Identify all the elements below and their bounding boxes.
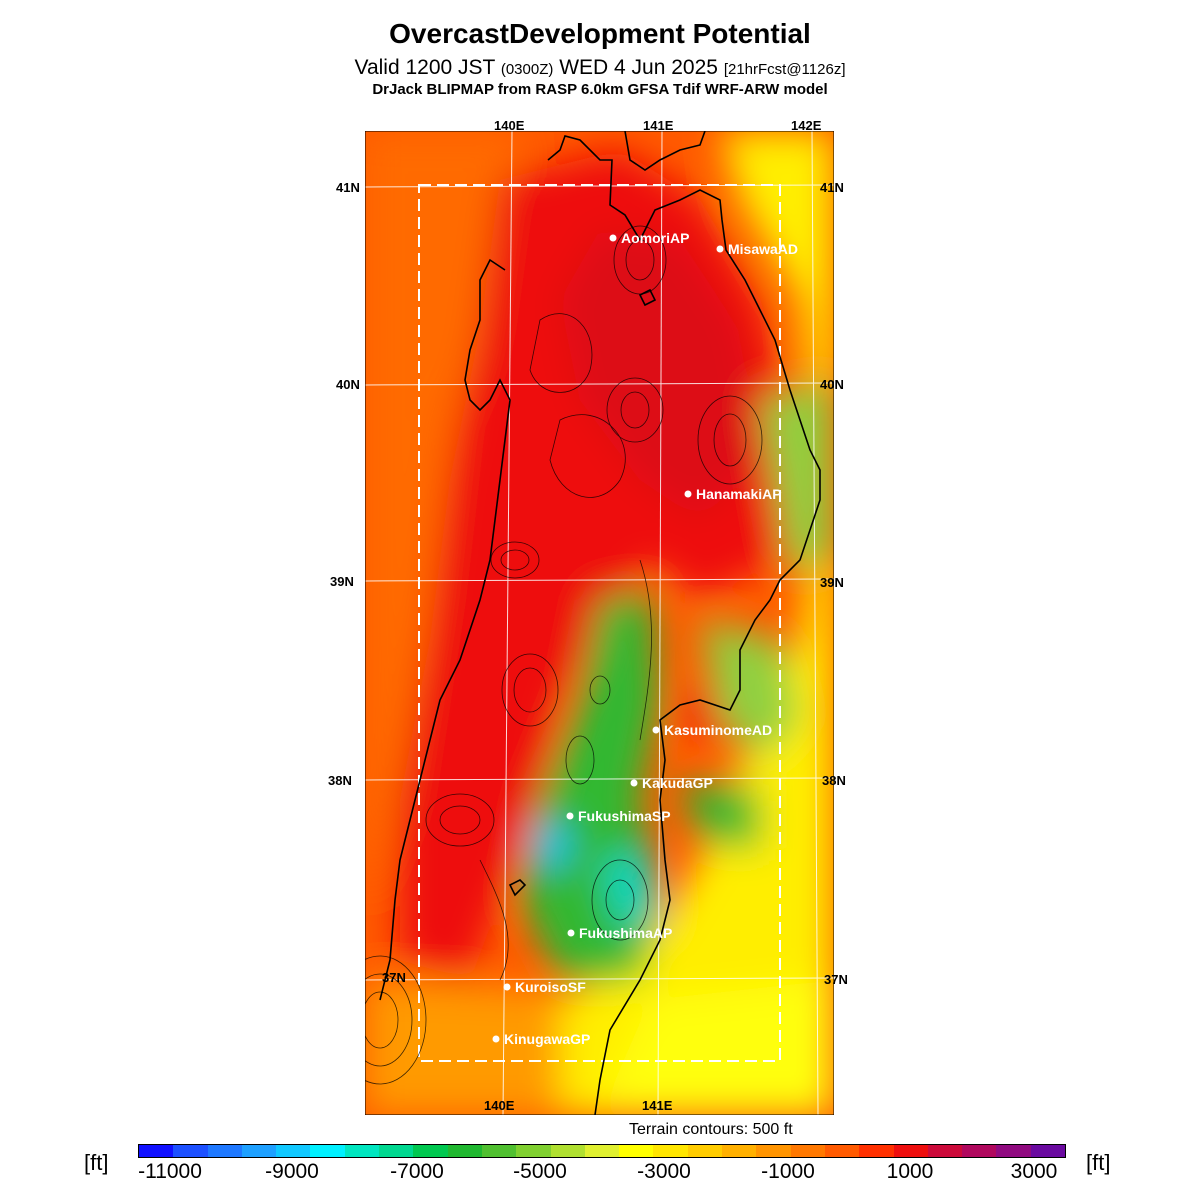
lat-label-right-38n: 38N [822, 773, 846, 788]
colorbar-swatch [996, 1145, 1031, 1157]
station-label-misawaad: MisawaAD [728, 241, 798, 257]
station-marker-kakudagp [630, 779, 638, 787]
station-label-fukushimasp: FukushimaSP [578, 808, 671, 824]
station-marker-kinugawagp [492, 1035, 500, 1043]
colorbar-swatch [447, 1145, 482, 1157]
colorbar-label: -1000 [761, 1160, 815, 1183]
lat-label-left-37n: 37N [382, 970, 406, 985]
valid-time: Valid 1200 JST (0300Z) WED 4 Jun 2025 [2… [0, 56, 1200, 80]
colorbar-swatch [824, 1145, 860, 1157]
map-title: OvercastDevelopment Potential [389, 18, 811, 49]
colorbar-swatch [756, 1145, 791, 1157]
colorbar-swatch [379, 1145, 414, 1157]
station-marker-aomoriap [609, 234, 617, 242]
lon-label-top-141e: 141E [643, 118, 674, 133]
colorbar-label: -7000 [390, 1160, 444, 1183]
colorbar-label: -5000 [513, 1160, 567, 1183]
colorbar-unit-left: [ft] [84, 1150, 109, 1175]
lat-label-left-41n: 41N [336, 180, 360, 195]
colorbar-swatch [584, 1145, 620, 1157]
lon-label-bottom-140e: 140E [484, 1098, 515, 1113]
colorbar-swatch [1030, 1145, 1066, 1157]
valid-utc: (0300Z) [500, 61, 554, 78]
colorbar-label: 3000 [1010, 1160, 1058, 1183]
colorbar-label: -11000 [138, 1160, 202, 1183]
colorbar-unit-right: [ft] [1086, 1150, 1111, 1175]
station-marker-fukushimasp [566, 812, 574, 820]
station-label-aomoriap: AomoriAP [621, 230, 689, 246]
colorbar-swatch [413, 1145, 448, 1157]
colorbar-swatch [722, 1145, 757, 1157]
station-marker-kuroisosf [503, 983, 511, 991]
lat-label-right-40n: 40N [820, 377, 844, 392]
colorbar-swatch [859, 1145, 894, 1157]
colorbar-label: -3000 [637, 1160, 691, 1183]
station-marker-hanamakiap [684, 490, 692, 498]
colorbar-swatch [550, 1145, 585, 1157]
colorbar-swatch [481, 1145, 517, 1157]
colorbar-swatch [344, 1145, 380, 1157]
colorbar-swatch [310, 1145, 345, 1157]
valid-prefix: Valid 1200 JST [354, 56, 495, 79]
colorbar-swatch [653, 1145, 688, 1157]
station-label-kakudagp: KakudaGP [642, 775, 713, 791]
colorbar-label: 1000 [886, 1160, 934, 1183]
station-labels: AomoriAP MisawaAD HanamakiAP KasuminomeA… [504, 230, 798, 1047]
colorbar-swatch [516, 1145, 551, 1157]
station-label-fukushimaap: FukushimaAP [579, 925, 672, 941]
colorbar-swatch [619, 1145, 654, 1157]
colorbar [138, 1144, 1066, 1158]
colorbar-swatch [241, 1145, 277, 1157]
colorbar-swatch [687, 1145, 723, 1157]
lat-label-right-37n: 37N [824, 972, 848, 987]
lon-label-top-142e: 142E [791, 118, 822, 133]
overcast-field [365, 131, 834, 1115]
station-marker-fukushimaap [567, 929, 575, 937]
colorbar-swatch [893, 1145, 928, 1157]
model-info: DrJack BLIPMAP from RASP 6.0km GFSA Tdif… [372, 81, 828, 98]
colorbar-swatch [139, 1145, 174, 1157]
lat-label-left-38n: 38N [328, 773, 352, 788]
forecast-info: [21hrFcst@1126z] [723, 61, 846, 78]
terrain-contours-note: Terrain contours: 500 ft [629, 1121, 793, 1138]
colorbar-label: -9000 [265, 1160, 319, 1183]
station-label-kuroisosf: KuroisoSF [515, 979, 586, 995]
coastline [379, 131, 821, 1115]
station-label-kinugawagp: KinugawaGP [504, 1031, 590, 1047]
lat-label-left-40n: 40N [336, 377, 360, 392]
lat-label-left-39n: 39N [330, 574, 354, 589]
station-label-hanamakiap: HanamakiAP [696, 486, 782, 502]
colorbar-swatch [173, 1145, 208, 1157]
inner-domain-box [418, 184, 781, 1062]
station-marker-kasuminomead [652, 726, 660, 734]
station-markers [492, 234, 724, 1043]
colorbar-swatch [207, 1145, 242, 1157]
lat-label-right-41n: 41N [820, 180, 844, 195]
station-label-kasuminomead: KasuminomeAD [664, 722, 772, 738]
colorbar-swatch [927, 1145, 963, 1157]
lon-label-bottom-141e: 141E [642, 1098, 673, 1113]
station-marker-misawaad [716, 245, 724, 253]
colorbar-swatch [790, 1145, 825, 1157]
lat-label-right-39n: 39N [820, 575, 844, 590]
lon-label-top-140e: 140E [494, 118, 525, 133]
terrain-contours [365, 225, 763, 1085]
colorbar-swatch [962, 1145, 997, 1157]
valid-date: WED 4 Jun 2025 [559, 56, 718, 79]
colorbar-swatch [276, 1145, 311, 1157]
